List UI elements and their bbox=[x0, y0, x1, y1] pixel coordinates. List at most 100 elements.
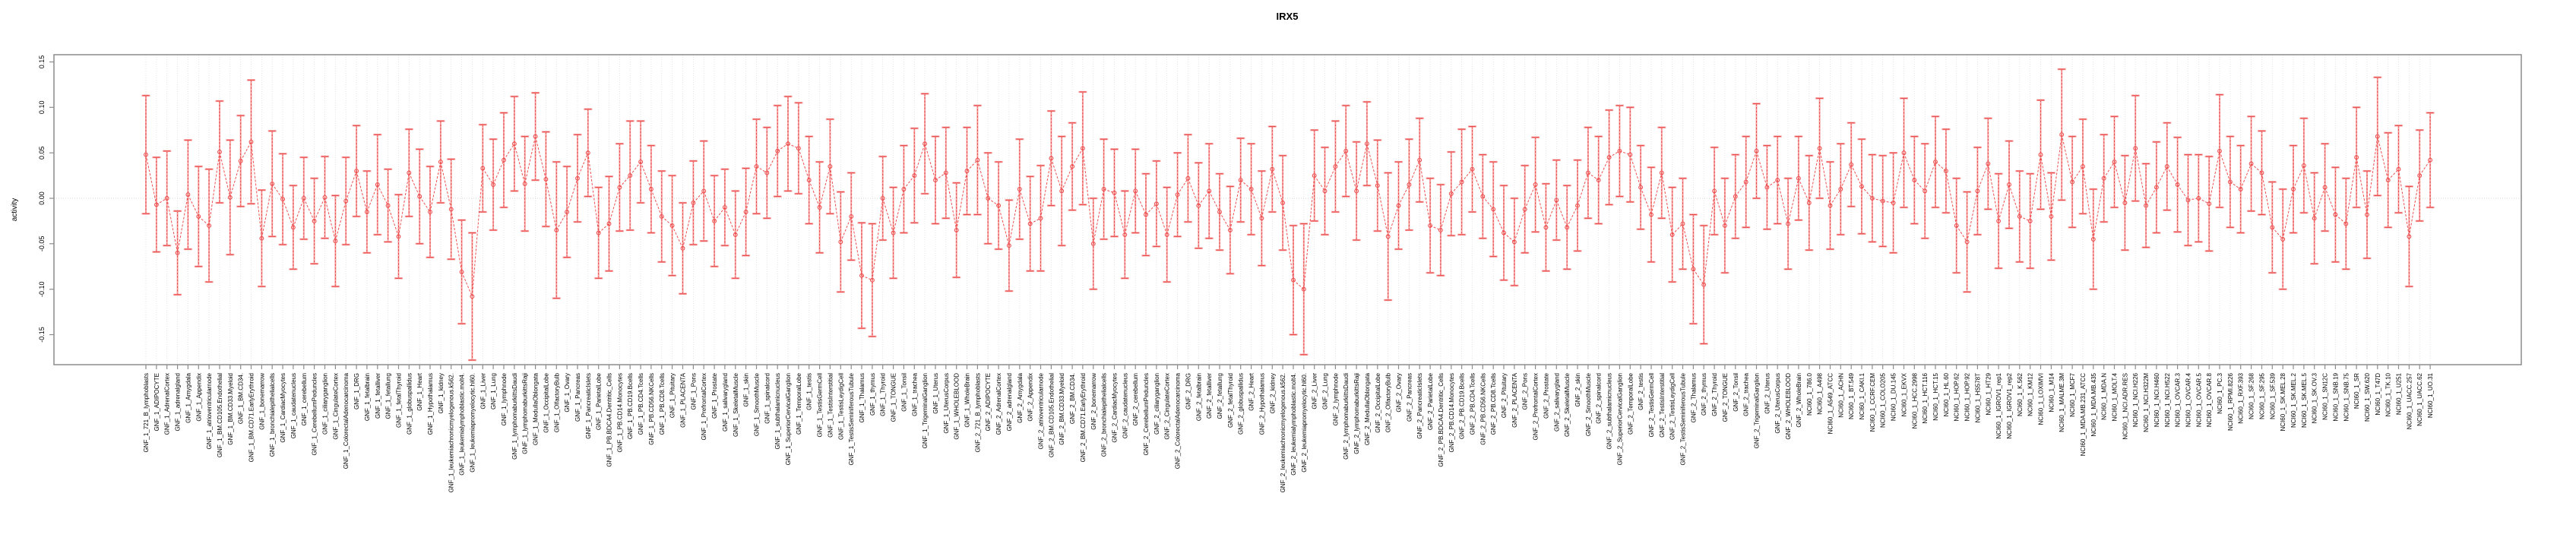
x-tick-label: GNF_1_Thalamus bbox=[859, 373, 866, 422]
x-tick-label: GNF_2_adrenalgland bbox=[1006, 373, 1013, 432]
x-tick-label: NCI60_1_TK.10 bbox=[2385, 372, 2392, 416]
y-tick-label: -0.15 bbox=[38, 327, 46, 343]
x-tick-label: NCI60_1_K.562 bbox=[2017, 372, 2024, 416]
x-tick-label: GNF_2_spinalcord bbox=[1596, 373, 1603, 424]
x-tick-label: GNF_1_TestisGermCell bbox=[817, 373, 824, 438]
x-tick-label: GNF_1_bonemarrow bbox=[258, 373, 265, 430]
x-tick-label: GNF_1_TONGUE bbox=[891, 373, 897, 422]
y-tick-label: 0.00 bbox=[38, 191, 46, 205]
x-tick-label: GNF_2_cerebellum bbox=[1132, 373, 1139, 426]
x-tick-label: GNF_2_Amygdala bbox=[1017, 372, 1024, 422]
x-tick-label: GNF_1_thymus bbox=[869, 373, 876, 416]
x-tick-label: NCI60_1_CAKI.1 bbox=[1859, 372, 1866, 419]
x-tick-label: GNF_1_UterusCorpus bbox=[943, 373, 950, 434]
x-tick-label: GNF_1_BM.CD71.EarlyErythroid bbox=[248, 373, 255, 462]
x-tick-label: NCI60_1_NCI.H522 bbox=[2164, 372, 2171, 427]
x-tick-label: GNF_2_Thyroid bbox=[1711, 373, 1718, 416]
x-tick-label: GNF_1_BM.CD105.Endothelial bbox=[217, 373, 223, 457]
x-tick-label: NCI60_1_T47D bbox=[2375, 373, 2381, 416]
x-tick-label: NCI60_1_MDA.N bbox=[2101, 373, 2108, 420]
x-tick-label: GNF_1_TestisSeminiferousTubule bbox=[848, 372, 855, 465]
series-points bbox=[144, 132, 2433, 299]
x-tick-label: NCI60_1_OVCAR.8 bbox=[2206, 372, 2213, 427]
x-tick-label: GNF_2_ParietalLobe bbox=[1427, 372, 1434, 430]
x-tick-label: NCI60_1_SW.620 bbox=[2364, 372, 2371, 422]
x-tick-label: GNF_2_ADIPOCYTE bbox=[985, 373, 992, 431]
x-tick-label: GNF_1_spinalcord bbox=[764, 373, 771, 424]
x-tick-label: GNF_1_721_B_lymphoblasts bbox=[143, 373, 150, 453]
x-tick-label: GNF_1_Pituitary bbox=[669, 373, 676, 418]
x-tick-label: GNF_2_721_B_lymphoblasts bbox=[974, 373, 981, 453]
x-tick-label: GNF_2_TestisLeydigCell bbox=[1669, 373, 1676, 440]
x-tick-label: GNF_2_fetallung bbox=[1217, 373, 1223, 419]
x-tick-label: NCI60_1_HS578T bbox=[1974, 373, 1981, 422]
x-tick-label: GNF_1_trachea bbox=[911, 372, 918, 416]
x-tick-label: GNF_2_PB.CD19.Bcells bbox=[1459, 373, 1466, 439]
chart-title: IRX5 bbox=[1277, 11, 1299, 22]
x-tick-label: GNF_1_PB.CD8.Tcells bbox=[659, 373, 666, 435]
y-tick-label: 0.15 bbox=[38, 55, 46, 69]
x-tick-label: GNF_2_WHOLEBLOOD bbox=[1785, 373, 1792, 440]
x-tick-label: GNF_2_fetalliver bbox=[1206, 373, 1213, 419]
x-tick-label: GNF_2_DRG bbox=[1185, 373, 1191, 409]
x-tick-label: GNF_1_Hypothalamus bbox=[427, 373, 434, 435]
y-tick-label: -0.05 bbox=[38, 236, 46, 252]
x-tick-label: NCI60_1_A549_ATCC bbox=[1828, 373, 1834, 435]
x-tick-label: GNF_1_PrefrontalCortex bbox=[701, 373, 707, 440]
x-tick-label: GNF_2_trachea bbox=[1743, 372, 1750, 416]
x-tick-label: NCI60_1_UACC.62 bbox=[2416, 372, 2423, 425]
x-tick-label: GNF_2_PrefrontalCortex bbox=[1533, 373, 1540, 440]
x-tick-label: GNF_1_kidney bbox=[438, 373, 445, 413]
x-tick-label: GNF_1_skin bbox=[743, 373, 750, 406]
x-tick-label: GNF_1_Ovary bbox=[564, 373, 571, 413]
x-tick-label: GNF_2_Pancreas bbox=[1406, 373, 1413, 422]
x-tick-label: NCI60_1_MDA.MB.231_ATCC bbox=[2080, 373, 2087, 456]
x-tick-label: GNF_1_testis bbox=[806, 373, 813, 410]
chart-generated-marks: GNF_1_721_B_lymphoblasts GNF_1_ADIPOCYTE G… bbox=[38, 54, 2522, 492]
x-tick-label: GNF_2_globuspallidus bbox=[1238, 373, 1245, 435]
x-tick-label: NCI60_1_DU.145 bbox=[1891, 372, 1897, 421]
x-tick-label: GNF_1_TestisLeydigCell bbox=[837, 373, 844, 440]
x-tick-label: GNF_1_leukemiapromyelocytic.hl60. bbox=[469, 373, 476, 473]
x-tick-label: GNF_1_Appendix bbox=[195, 373, 202, 422]
grid-lines bbox=[54, 55, 2521, 365]
x-tick-label: NCI60_1_UO.31 bbox=[2427, 372, 2434, 418]
x-tick-label: GNF_1_Amygdala bbox=[185, 372, 191, 422]
x-tick-label: NCI60_1_SN12C bbox=[2322, 373, 2329, 420]
x-tick-label: GNF_1_PB.CD56.NKCells bbox=[648, 373, 655, 445]
x-tick-label: GNF_1_Prostate bbox=[711, 372, 718, 419]
x-tick-label: NCI60_1_HL.60 bbox=[1943, 372, 1950, 416]
x-tick-label: NCI60_1_HOP.62 bbox=[1954, 372, 1960, 421]
x-tick-label: GNF_2_lymphomaburkittsDaudi bbox=[1343, 373, 1350, 460]
x-tick-label: GNF_1_ciliaryganglion bbox=[322, 373, 329, 435]
x-tick-label: GNF_2_leukemialymphoblastic.molt4. bbox=[1290, 373, 1297, 476]
x-tick-label: GNF_1_leukemialymphoblastic.molt4. bbox=[459, 373, 466, 476]
x-tick-label: NCI60_1_HCT.116 bbox=[1922, 372, 1929, 423]
x-tick-label: GNF_1_OlfactoryBulb bbox=[553, 372, 560, 432]
x-tick-label: GNF_2_PB.BDCA4.Dentritic_Cells bbox=[1438, 373, 1445, 467]
x-tick-label: GNF_2_TemporalLobe bbox=[1627, 372, 1634, 434]
x-tick-label: NCI60_1_MDA.MB.435 bbox=[2090, 372, 2097, 436]
x-tick-label: NCI60_1_LOXIMVI bbox=[2038, 373, 2045, 425]
x-tick-label: NCI60_1_SF.539 bbox=[2269, 372, 2276, 419]
x-tick-label: NCI60_1_M14 bbox=[2048, 372, 2055, 412]
x-tick-label: NCI60_1_MCF7 bbox=[2069, 372, 2076, 416]
x-tick-label: GNF_1_Liver bbox=[479, 373, 486, 409]
x-tick-label: GNF_1_Pancreas bbox=[574, 373, 581, 422]
x-tick-label: NCI60_1_OVCAR.5 bbox=[2195, 372, 2202, 427]
x-tick-label: GNF_2_PLACENTA bbox=[1511, 372, 1518, 428]
x-tick-label: NCI60_1_MOLT.4 bbox=[2112, 372, 2119, 421]
x-tick-label: GNF_2_CingulateCortex bbox=[1164, 373, 1171, 440]
x-tick-label: NCI60_1_NCI.ADR.RES bbox=[2122, 373, 2128, 440]
x-tick-label: NCI60_1_RXF.393 bbox=[2238, 372, 2245, 423]
x-tick-label: GNF_2_caudatenucleus bbox=[1122, 373, 1128, 438]
x-tick-label: NCI60_1_SK.MEL.2 bbox=[2290, 372, 2297, 428]
x-tick-label: NCI60_1_SF.295 bbox=[2259, 372, 2266, 419]
x-tick-label: GNF_1_PancreaticIslets bbox=[585, 373, 592, 439]
x-tick-label: GNF_1_SmoothMuscle bbox=[754, 372, 761, 436]
x-tick-label: GNF_2_leukemiapromyelocytic.hl60. bbox=[1301, 373, 1308, 473]
x-tick-label: GNF_2_salivarygland bbox=[1553, 373, 1560, 432]
x-tick-label: GNF_2_BM.CD105.Endothelial bbox=[1048, 373, 1055, 457]
x-tick-label: GNF_1_leukemiachronicmyelogenous.k562. bbox=[448, 373, 455, 492]
x-tick-label: NCI60_1_EKVX bbox=[1901, 372, 1908, 416]
